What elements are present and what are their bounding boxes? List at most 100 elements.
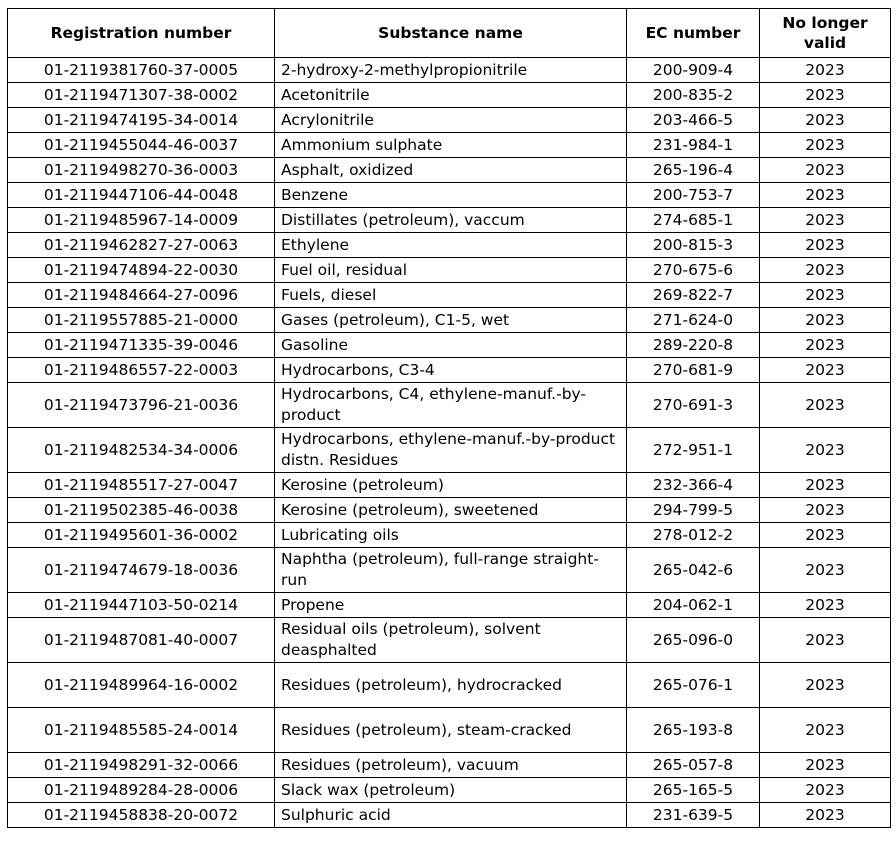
ec-number-cell: 265-196-4 [626,157,760,183]
substance-name-cell: Gasoline [274,332,627,358]
substance-name-cell: Naphtha (petroleum), full-range straight… [274,547,627,593]
table-row: 01-2119557885-21-0000 Gases (petroleum), … [7,307,891,333]
registration-number-cell: 01-2119482534-34-0006 [7,427,275,473]
substance-name-cell: Residues (petroleum), vacuum [274,752,627,778]
no-longer-valid-cell: 2023 [759,207,891,233]
table-row: 01-2119447106-44-0048 Benzene 200-753-7 202… [7,182,891,208]
no-longer-valid-cell: 2023 [759,307,891,333]
registration-number-cell: 01-2119471335-39-0046 [7,332,275,358]
no-longer-valid-cell: 2023 [759,232,891,258]
ec-number-cell: 265-165-5 [626,777,760,803]
ec-number-cell: 270-691-3 [626,382,760,428]
no-longer-valid-cell: 2023 [759,382,891,428]
no-longer-valid-cell: 2023 [759,427,891,473]
substance-name-cell: Acrylonitrile [274,107,627,133]
registration-number-cell: 01-2119485585-24-0014 [7,707,275,753]
registration-number-cell: 01-2119447106-44-0048 [7,182,275,208]
no-longer-valid-cell: 2023 [759,57,891,83]
ec-number-cell: 270-681-9 [626,357,760,383]
substance-name-cell: Kerosine (petroleum) [274,472,627,498]
table-row: 01-2119474894-22-0030 Fuel oil, residual 2… [7,257,891,283]
ec-number-cell: 200-909-4 [626,57,760,83]
substance-name-cell: Kerosine (petroleum), sweetened [274,497,627,523]
ec-number-cell: 204-062-1 [626,592,760,618]
ec-number-cell: 272-951-1 [626,427,760,473]
registration-number-cell: 01-2119557885-21-0000 [7,307,275,333]
no-longer-valid-cell: 2023 [759,707,891,753]
substances-table: Registration number Substance name EC nu… [7,8,891,828]
table-row: 01-2119471335-39-0046 Gasoline 289-220-8 20… [7,332,891,358]
substance-name-cell: Propene [274,592,627,618]
registration-number-cell: 01-2119381760-37-0005 [7,57,275,83]
header-ec-number: EC number [626,8,760,58]
substance-name-cell: Lubricating oils [274,522,627,548]
ec-number-cell: 200-753-7 [626,182,760,208]
table-row: 01-2119495601-36-0002 Lubricating oils 278… [7,522,891,548]
substance-name-cell: Residues (petroleum), steam-cracked [274,707,627,753]
ec-number-cell: 232-366-4 [626,472,760,498]
ec-number-cell: 203-466-5 [626,107,760,133]
substance-name-cell: Fuels, diesel [274,282,627,308]
no-longer-valid-cell: 2023 [759,802,891,828]
ec-number-cell: 265-057-8 [626,752,760,778]
substance-name-cell: Hydrocarbons, ethylene-manuf.-by-product… [274,427,627,473]
table-row: 01-2119486557-22-0003 Hydrocarbons, C3-4 2… [7,357,891,383]
registration-number-cell: 01-2119486557-22-0003 [7,357,275,383]
table-row: 01-2119489964-16-0002 Residues (petroleum… [7,662,891,708]
ec-number-cell: 200-835-2 [626,82,760,108]
ec-number-cell: 265-076-1 [626,662,760,708]
no-longer-valid-cell: 2023 [759,332,891,358]
registration-number-cell: 01-2119502385-46-0038 [7,497,275,523]
substance-name-cell: Residues (petroleum), hydrocracked [274,662,627,708]
substance-name-cell: Ammonium sulphate [274,132,627,158]
registration-number-cell: 01-2119485517-27-0047 [7,472,275,498]
no-longer-valid-cell: 2023 [759,132,891,158]
registration-number-cell: 01-2119474894-22-0030 [7,257,275,283]
substance-name-cell: 2-hydroxy-2-methylpropionitrile [274,57,627,83]
no-longer-valid-cell: 2023 [759,497,891,523]
header-substance-name: Substance name [274,8,627,58]
no-longer-valid-cell: 2023 [759,472,891,498]
registration-number-cell: 01-2119495601-36-0002 [7,522,275,548]
table-row: 01-2119498291-32-0066 Residues (petroleum… [7,752,891,778]
ec-number-cell: 294-799-5 [626,497,760,523]
substance-name-cell: Hydrocarbons, C4, ethylene-manuf.-by-pro… [274,382,627,428]
ec-number-cell: 274-685-1 [626,207,760,233]
ec-number-cell: 231-984-1 [626,132,760,158]
registration-number-cell: 01-2119498291-32-0066 [7,752,275,778]
ec-number-cell: 269-822-7 [626,282,760,308]
ec-number-cell: 265-096-0 [626,617,760,663]
no-longer-valid-cell: 2023 [759,182,891,208]
substance-name-cell: Sulphuric acid [274,802,627,828]
no-longer-valid-cell: 2023 [759,522,891,548]
registration-number-cell: 01-2119487081-40-0007 [7,617,275,663]
substance-name-cell: Hydrocarbons, C3-4 [274,357,627,383]
ec-number-cell: 278-012-2 [626,522,760,548]
table-row: 01-2119485967-14-0009 Distillates (petrol… [7,207,891,233]
no-longer-valid-cell: 2023 [759,752,891,778]
table-row: 01-2119447103-50-0214 Propene 204-062-1 202… [7,592,891,618]
registration-number-cell: 01-2119489284-28-0006 [7,777,275,803]
no-longer-valid-cell: 2023 [759,282,891,308]
header-no-longer-valid: No longer valid [759,8,891,58]
ec-number-cell: 231-639-5 [626,802,760,828]
no-longer-valid-cell: 2023 [759,82,891,108]
table-row: 01-2119474195-34-0014 Acrylonitrile 203-46… [7,107,891,133]
registration-number-cell: 01-2119471307-38-0002 [7,82,275,108]
no-longer-valid-cell: 2023 [759,547,891,593]
table-row: 01-2119485585-24-0014 Residues (petroleum… [7,707,891,753]
ec-number-cell: 270-675-6 [626,257,760,283]
table-row: 01-2119474679-18-0036 Naphtha (petroleum)… [7,547,891,593]
header-registration-number: Registration number [7,8,275,58]
substance-name-cell: Fuel oil, residual [274,257,627,283]
registration-number-cell: 01-2119462827-27-0063 [7,232,275,258]
ec-number-cell: 271-624-0 [626,307,760,333]
registration-number-cell: 01-2119447103-50-0214 [7,592,275,618]
no-longer-valid-cell: 2023 [759,257,891,283]
no-longer-valid-cell: 2023 [759,617,891,663]
table-row: 01-2119455044-46-0037 Ammonium sulphate 23… [7,132,891,158]
ec-number-cell: 265-042-6 [626,547,760,593]
table-row: 01-2119485517-27-0047 Kerosine (petroleum… [7,472,891,498]
ec-number-cell: 289-220-8 [626,332,760,358]
substance-name-cell: Distillates (petroleum), vaccum [274,207,627,233]
